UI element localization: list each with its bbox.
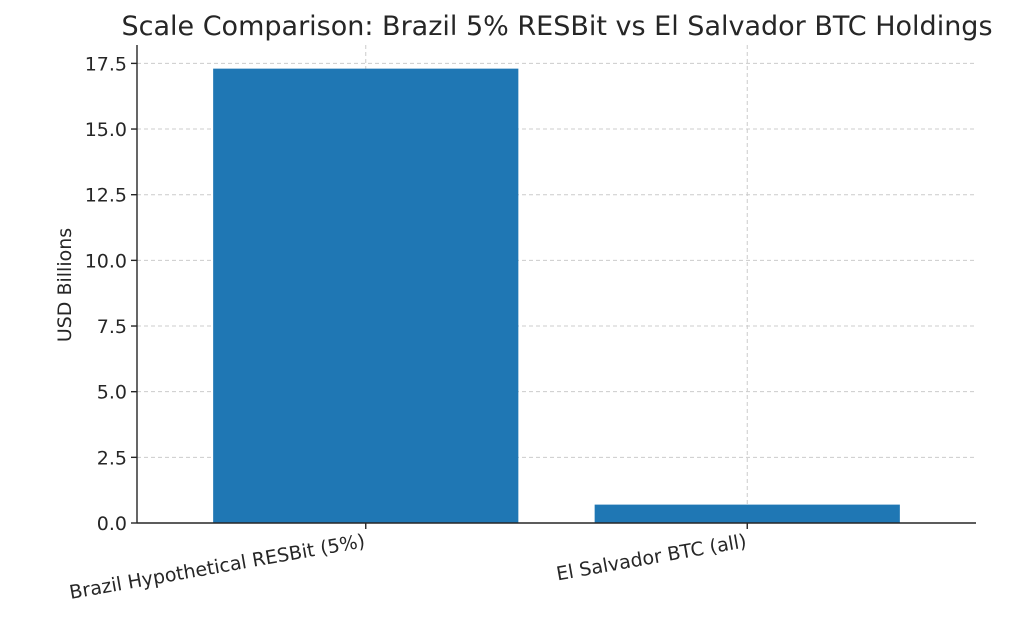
y-tick-label: 15.0: [85, 119, 127, 141]
bar: [213, 68, 519, 523]
y-tick-label: 5.0: [97, 382, 127, 404]
y-tick-label: 2.5: [97, 447, 127, 469]
bar: [594, 504, 900, 523]
y-tick-label: 7.5: [97, 316, 127, 338]
x-tick-label: Brazil Hypothetical RESBit (5%): [68, 530, 367, 604]
y-tick-label: 12.5: [85, 185, 127, 207]
chart-title: Scale Comparison: Brazil 5% RESBit vs El…: [121, 11, 992, 42]
bars: [213, 68, 900, 523]
y-tick-label: 0.0: [97, 513, 127, 535]
y-axis-label: USD Billions: [54, 228, 76, 342]
x-tick-label: El Salvador BTC (all): [555, 530, 748, 585]
x-axis: Brazil Hypothetical RESBit (5%) El Salvad…: [68, 522, 976, 604]
y-tick-label: 10.0: [85, 250, 127, 272]
y-tick-label: 17.5: [85, 53, 127, 75]
y-axis: 0.0 2.5 5.0 7.5 10.0 12.5 15.0 17.5: [85, 45, 138, 535]
